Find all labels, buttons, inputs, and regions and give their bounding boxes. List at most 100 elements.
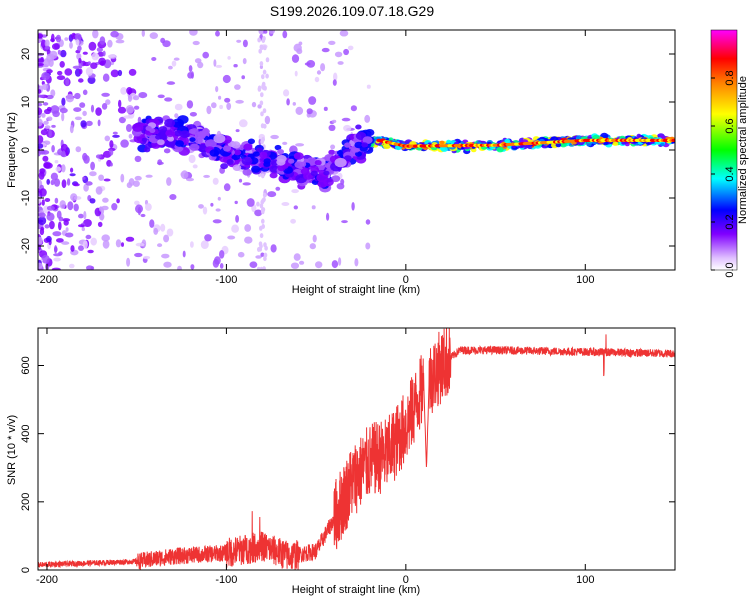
- heat-cell: [189, 137, 196, 143]
- heat-cell: [242, 182, 251, 186]
- heat-cell: [365, 219, 371, 225]
- heat-cell: [83, 155, 90, 164]
- heat-cell: [257, 85, 262, 91]
- heat-cell: [211, 102, 217, 109]
- x-tick-label: 100: [576, 574, 594, 586]
- heat-cell: [96, 47, 103, 53]
- heat-cell: [270, 134, 279, 140]
- heat-cell: [173, 57, 180, 61]
- heat-cell: [61, 241, 70, 245]
- heat-cell: [270, 244, 277, 253]
- heat-cell: [186, 177, 194, 182]
- heat-cell: [99, 36, 106, 45]
- heat-cell: [355, 124, 362, 130]
- heat-cell: [259, 100, 264, 106]
- heat-cell: [303, 172, 313, 180]
- heat-cell: [261, 173, 265, 179]
- heat-cell: [120, 139, 129, 148]
- heat-cell: [46, 205, 55, 211]
- heat-cell: [282, 141, 288, 145]
- heat-cell: [110, 30, 119, 38]
- heat-cell: [439, 140, 445, 145]
- heat-cell: [73, 183, 80, 187]
- heat-cell: [117, 106, 127, 114]
- heat-cell: [38, 236, 43, 245]
- heat-cell: [90, 104, 95, 113]
- heat-cell: [60, 143, 68, 153]
- heat-cell: [233, 63, 238, 68]
- heat-cell: [78, 213, 84, 219]
- heat-cell: [251, 101, 257, 108]
- heat-cell: [80, 120, 87, 128]
- heat-cell: [259, 266, 264, 270]
- heat-cell: [85, 120, 93, 127]
- heat-cell: [164, 118, 176, 128]
- heat-cell: [259, 233, 264, 239]
- heat-cell: [171, 60, 177, 67]
- heat-cell: [161, 253, 170, 259]
- heat-cell: [341, 117, 351, 122]
- heat-cell: [75, 39, 80, 46]
- heat-cell: [212, 219, 222, 224]
- heat-cell: [99, 206, 103, 212]
- heat-cell: [153, 227, 159, 235]
- heat-cell: [288, 158, 295, 164]
- heat-cell: [171, 118, 184, 128]
- heat-cell: [149, 32, 158, 39]
- y-tick-label: 10: [20, 96, 32, 108]
- heat-cell: [179, 130, 190, 138]
- heat-cell: [46, 53, 53, 63]
- heat-cell: [263, 161, 271, 167]
- heat-cell: [237, 251, 245, 258]
- heat-cell: [190, 264, 195, 270]
- heat-cell: [268, 30, 275, 34]
- heat-cell: [334, 51, 343, 58]
- snr-x-ticks: -200 -100 0 100: [36, 328, 594, 586]
- heat-cell: [218, 95, 222, 100]
- heat-cell: [143, 255, 151, 260]
- y-tick-label: 0: [20, 147, 32, 153]
- heat-cell: [206, 105, 212, 115]
- heat-cell: [78, 68, 83, 75]
- heat-cell: [50, 179, 55, 186]
- y-tick-label: 600: [20, 356, 32, 374]
- heat-cell: [186, 100, 194, 109]
- heat-cell: [338, 257, 342, 266]
- heat-cell: [61, 179, 67, 189]
- heat-cell: [362, 136, 373, 145]
- heat-cell: [299, 260, 305, 265]
- heat-cell: [102, 197, 109, 203]
- heat-cell: [247, 138, 255, 145]
- snr-panel: -200 -100 0 100 0 200 400 600 Height of straig…: [6, 327, 676, 596]
- heat-cell: [87, 249, 94, 254]
- colorbar-gradient: [710, 29, 738, 271]
- heat-cell: [103, 150, 112, 158]
- heat-cell: [212, 259, 220, 268]
- heat-cell: [128, 178, 135, 186]
- heat-cell: [73, 107, 82, 112]
- heat-cell: [226, 102, 232, 111]
- heat-cell: [219, 104, 224, 110]
- heat-cell: [38, 135, 44, 144]
- heat-cell: [65, 232, 74, 238]
- heat-cell: [210, 202, 214, 207]
- heat-cell: [311, 205, 316, 210]
- heat-cell: [189, 143, 200, 151]
- heat-cell: [660, 142, 665, 147]
- heat-cell: [274, 144, 282, 151]
- colorbar-label: Normalized spectral amplitude: [737, 76, 749, 224]
- heat-cell: [63, 219, 69, 226]
- heat-cell: [314, 160, 322, 166]
- heat-cell: [205, 139, 217, 149]
- heat-cell: [82, 51, 88, 55]
- y-tick-label: 20: [20, 48, 32, 60]
- heat-cell: [143, 147, 151, 153]
- heat-cell: [62, 150, 66, 157]
- heat-cell: [262, 85, 266, 91]
- heat-cell: [134, 155, 142, 163]
- heat-cell: [343, 155, 352, 162]
- heat-cell: [67, 201, 74, 211]
- heat-cell: [202, 51, 209, 59]
- heat-cell: [109, 162, 113, 167]
- heat-cell: [66, 178, 71, 186]
